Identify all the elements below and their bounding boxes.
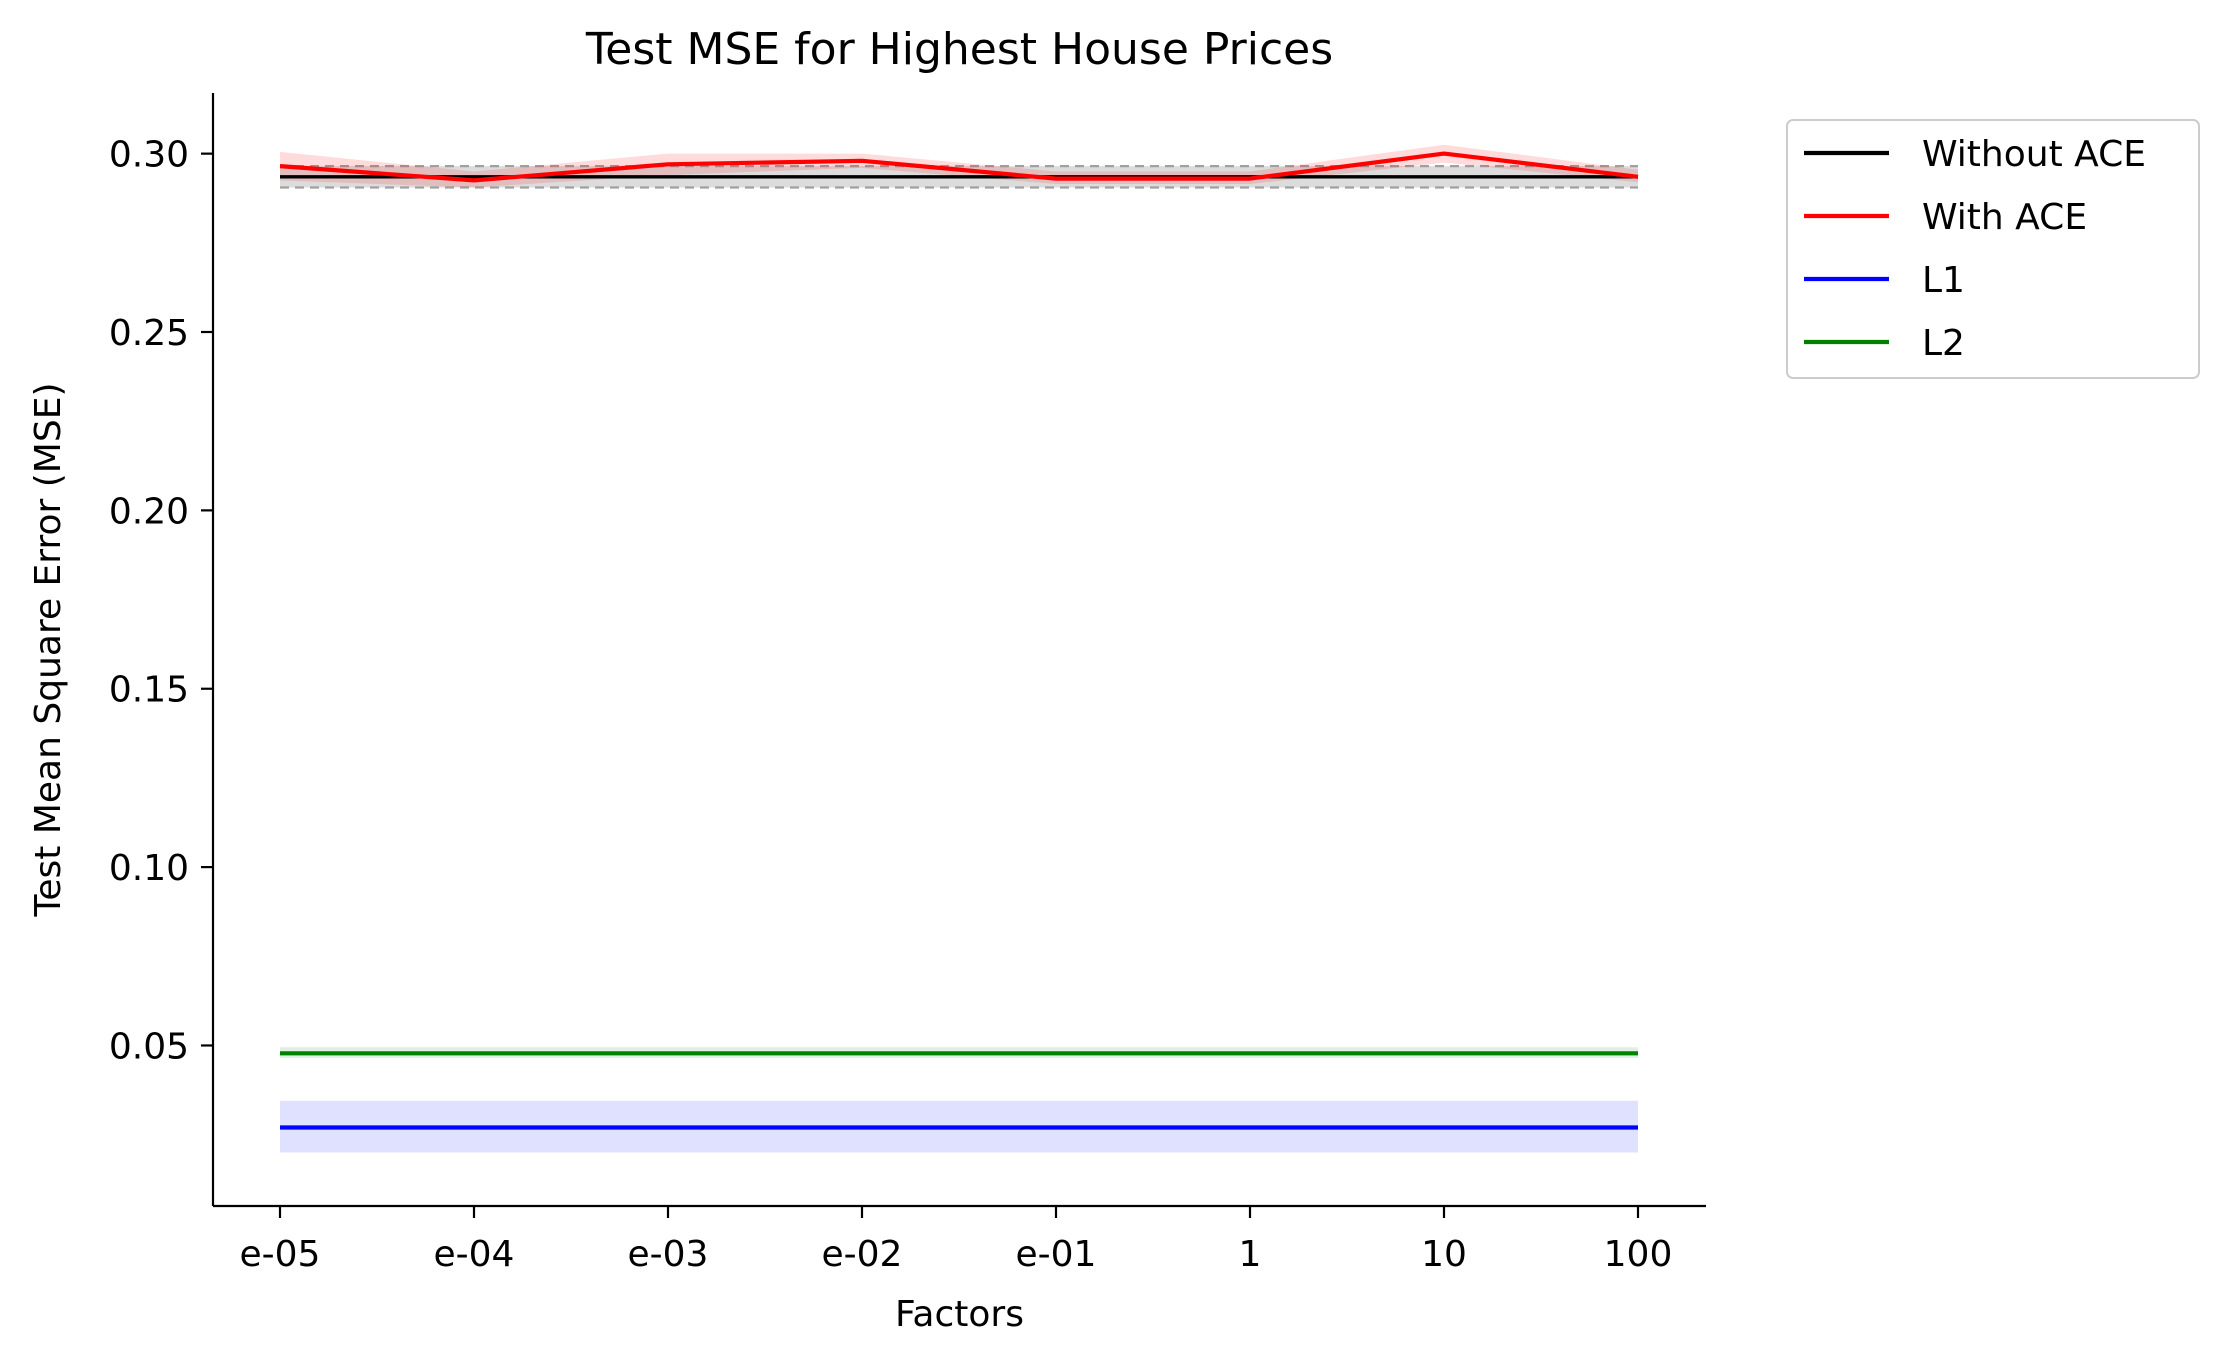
x-tick-label: 10 (1421, 1234, 1467, 1275)
line-with-ace (279, 151, 1639, 183)
legend-label: L1 (1922, 260, 1965, 301)
legend: Without ACE With ACE L1 L2 (1786, 119, 2200, 379)
confidence-bands (280, 144, 1638, 1153)
y-tick-label: 0.30 (109, 135, 189, 176)
y-tick-label: 0.25 (109, 313, 189, 354)
series-lines (279, 151, 1639, 1130)
y-axis-label: Test Mean Square Error (MSE) (28, 383, 69, 918)
legend-item-l1: L1 (1804, 260, 1965, 301)
x-tick-label: e-03 (628, 1234, 709, 1275)
legend-item-with-ace: With ACE (1804, 197, 2087, 238)
x-tick-label: e-01 (1016, 1234, 1097, 1275)
y-tick-label: 0.15 (109, 670, 189, 711)
x-tick-label: 1 (1239, 1234, 1262, 1275)
x-tick-label: 100 (1604, 1234, 1673, 1275)
legend-label: L2 (1922, 323, 1965, 364)
x-axis-ticks: e-05 e-04 e-03 e-02 e-01 1 10 100 (240, 1206, 1673, 1275)
axes: e-05 e-04 e-03 e-02 e-01 1 10 100 0.050.100.150… (109, 93, 1706, 1275)
legend-entries: Without ACE With ACE L1 L2 (1804, 134, 2146, 364)
y-axis-ticks: 0.05 0.10 0.15 0.20 0.25 0.30 (109, 135, 213, 1067)
legend-label: With ACE (1922, 197, 2087, 238)
x-tick-label: e-05 (240, 1234, 321, 1275)
x-tick-label: e-02 (822, 1234, 903, 1275)
y-tick-label: 0.10 (109, 848, 189, 889)
legend-item-without-ace: Without ACE (1804, 134, 2146, 175)
x-axis-label: Factors (895, 1294, 1024, 1335)
y-tick-label: 0.05 (109, 1026, 189, 1067)
y-tick-label: 0.20 (109, 491, 189, 532)
x-tick-label: e-04 (434, 1234, 515, 1275)
legend-frame (1786, 119, 2200, 379)
legend-item-l2: L2 (1804, 323, 1965, 364)
legend-label: Without ACE (1922, 134, 2146, 175)
chart-title: Test MSE for Highest House Prices (585, 24, 1333, 75)
